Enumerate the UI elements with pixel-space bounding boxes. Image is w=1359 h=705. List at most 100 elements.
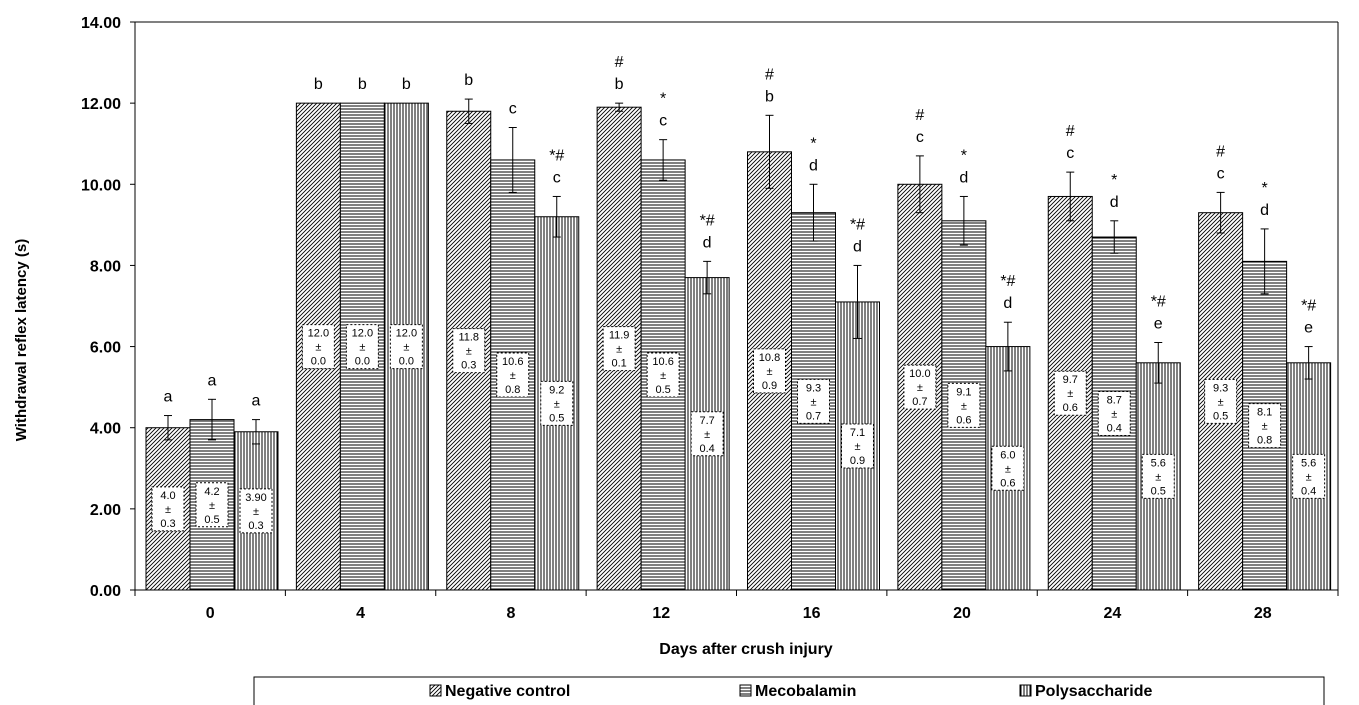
significance-label: e	[1154, 316, 1163, 333]
significance-label: e	[1304, 320, 1313, 337]
value-label: ±	[616, 344, 622, 356]
x-tick-label: 8	[506, 605, 515, 622]
value-label: 8.7	[1107, 395, 1122, 407]
value-label: 9.3	[806, 382, 821, 394]
value-label: 12.0	[396, 328, 417, 340]
significance-label: b	[464, 72, 473, 89]
significance-label: *	[660, 91, 666, 108]
value-label-box	[947, 382, 981, 428]
value-label: ±	[1262, 421, 1268, 433]
value-label-box	[991, 445, 1025, 491]
significance-label: *#	[700, 212, 715, 229]
significance-label: *	[1111, 172, 1117, 189]
significance-label: b	[615, 76, 624, 93]
legend-swatch	[429, 684, 442, 697]
value-label: 0.1	[611, 358, 626, 370]
annotations: a 4.0 ±0.3 b 12.0 ±0.0 b 11.8 ±0.3 b #11.9 ±0.1 b #10…	[151, 54, 1326, 534]
y-tick-label: 0.00	[90, 583, 121, 600]
significance-label: *#	[850, 216, 865, 233]
value-label: 12.0	[352, 328, 373, 340]
value-label: 9.1	[956, 386, 971, 398]
value-label: 0.7	[806, 410, 821, 422]
value-label: 0.8	[1257, 435, 1272, 447]
significance-label: d	[853, 238, 862, 255]
value-label: 0.3	[248, 520, 263, 532]
value-label: 10.8	[759, 352, 780, 364]
value-label: ±	[554, 398, 560, 410]
significance-label: b	[765, 88, 774, 105]
value-label-box	[1141, 453, 1175, 499]
x-tick-label: 28	[1254, 605, 1272, 622]
value-label: ±	[315, 342, 321, 354]
value-label-box	[195, 482, 229, 528]
value-label-box	[841, 423, 874, 469]
significance-label: d	[809, 157, 818, 174]
significance-label: d	[1003, 295, 1012, 312]
legend-box	[253, 676, 1325, 705]
value-label: 0.5	[204, 514, 219, 526]
significance-label: *#	[1151, 294, 1166, 311]
value-label: 0.5	[1213, 410, 1228, 422]
legend-swatch	[739, 684, 752, 697]
x-tick-label: 24	[1104, 605, 1122, 622]
value-label: 0.4	[1107, 423, 1122, 435]
value-label-box	[1248, 403, 1282, 449]
value-label-box	[753, 348, 786, 394]
value-label-box	[452, 328, 486, 374]
value-label-box	[903, 364, 937, 410]
value-label: 11.9	[609, 330, 630, 342]
value-label: 5.6	[1301, 457, 1316, 469]
significance-label: #	[1216, 143, 1225, 160]
y-tick-label: 10.00	[81, 177, 121, 194]
value-label: 0.4	[1301, 485, 1316, 497]
value-label: 9.3	[1213, 382, 1228, 394]
significance-label: #	[1066, 123, 1075, 140]
value-label-box	[1204, 378, 1238, 424]
significance-label: c	[509, 100, 517, 117]
value-label: ±	[810, 396, 816, 408]
x-axis-label: Days after crush injury	[659, 641, 833, 658]
value-label-box	[301, 324, 335, 370]
x-tick-label: 20	[953, 605, 971, 622]
significance-label: d	[1260, 202, 1269, 219]
value-label: 9.7	[1063, 374, 1078, 386]
significance-label: *	[961, 147, 967, 164]
value-label: 0.6	[956, 414, 971, 426]
value-label: ±	[660, 370, 666, 382]
value-label: 6.0	[1000, 449, 1015, 461]
value-label: 7.1	[850, 427, 865, 439]
value-label: ±	[165, 504, 171, 516]
x-tick-label: 0	[206, 605, 215, 622]
significance-label: c	[659, 113, 667, 130]
x-tick-label: 12	[652, 605, 670, 622]
value-label: ±	[1111, 409, 1117, 421]
value-label: ±	[766, 366, 772, 378]
value-label: 0.9	[762, 380, 777, 392]
y-tick-label: 8.00	[90, 258, 121, 275]
legend-entry: Negative control	[445, 683, 570, 700]
significance-label: *#	[549, 147, 564, 164]
value-label: 0.0	[355, 356, 370, 368]
value-label: 10.6	[652, 356, 673, 368]
value-label: ±	[1155, 471, 1161, 483]
value-label: ±	[1005, 463, 1011, 475]
value-label-box	[540, 380, 574, 426]
significance-label: #	[915, 107, 924, 124]
value-label-box	[602, 326, 636, 372]
significance-label: *	[1262, 180, 1268, 197]
value-label: 11.8	[458, 332, 479, 344]
value-label: ±	[704, 429, 710, 441]
y-tick-label: 4.00	[90, 421, 121, 438]
value-label: 0.3	[160, 518, 175, 530]
significance-label: b	[402, 76, 411, 93]
value-label: 0.5	[655, 384, 670, 396]
value-label: 8.1	[1257, 407, 1272, 419]
value-label-box	[345, 324, 379, 370]
significance-label: d	[1110, 194, 1119, 211]
value-label: ±	[1306, 471, 1312, 483]
significance-label: c	[553, 169, 561, 186]
value-label: 7.7	[699, 415, 714, 427]
value-label: 0.6	[1000, 477, 1015, 489]
value-label-box	[151, 486, 185, 532]
